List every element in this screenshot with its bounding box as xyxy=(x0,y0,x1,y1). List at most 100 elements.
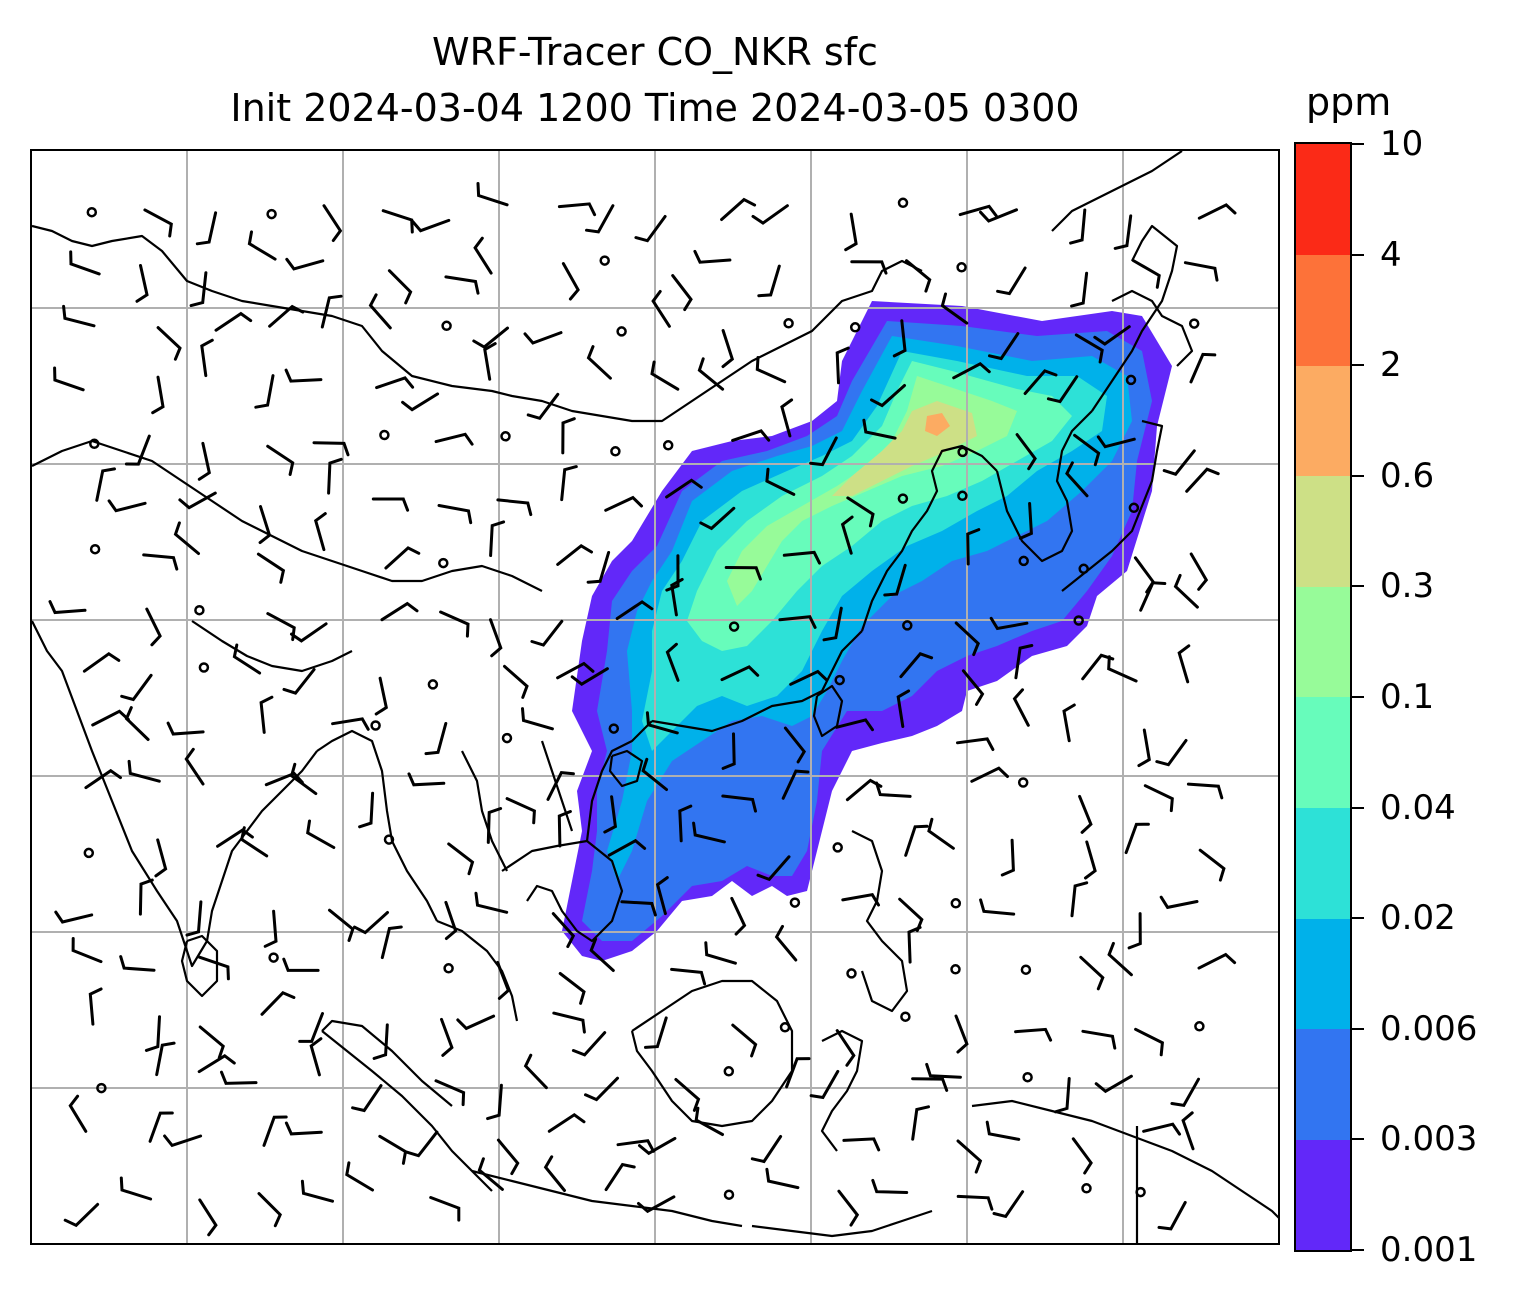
colorbar-tick-label: 0.3 xyxy=(1380,566,1435,607)
wind-barb xyxy=(615,600,654,620)
wind-barb xyxy=(1107,655,1138,683)
colorbar-tick xyxy=(1352,1249,1364,1251)
wind-barb xyxy=(1071,1137,1093,1175)
wind-barb xyxy=(290,622,328,643)
coastline-segment xyxy=(471,1169,743,1228)
wind-barb xyxy=(720,197,757,221)
wind-barb xyxy=(956,1139,983,1174)
wind-barb xyxy=(259,695,274,734)
calm-wind-marker xyxy=(1135,1186,1146,1198)
wind-barb xyxy=(434,432,474,446)
wind-barb xyxy=(721,794,757,813)
wind-barb xyxy=(655,876,669,916)
calm-wind-marker xyxy=(950,898,962,909)
calm-wind-marker xyxy=(957,446,968,458)
wind-barb xyxy=(486,1083,503,1121)
wind-barb xyxy=(474,891,509,914)
wind-barb xyxy=(561,262,580,301)
calm-wind-marker xyxy=(1073,615,1084,626)
wind-barb xyxy=(54,910,94,924)
calm-wind-marker xyxy=(616,326,627,337)
wind-barb xyxy=(185,900,203,937)
wind-barb xyxy=(505,797,536,825)
wind-barb xyxy=(898,897,924,933)
wind-barb xyxy=(1094,1074,1133,1094)
wind-barb xyxy=(496,498,533,517)
wind-barb xyxy=(651,290,671,328)
wind-barb xyxy=(1127,912,1142,950)
wind-barb xyxy=(785,1057,811,1089)
wind-barb xyxy=(1183,261,1219,282)
coastline-segment xyxy=(321,1030,493,1192)
wind-barb xyxy=(496,1138,520,1176)
wind-barb xyxy=(145,607,162,647)
wind-barb xyxy=(138,878,154,916)
colorbar-tick-label: 10 xyxy=(1380,124,1424,164)
wind-barb xyxy=(1185,467,1220,493)
coastline-segment xyxy=(461,750,508,872)
wind-barb xyxy=(1157,1201,1187,1231)
wind-barb xyxy=(489,520,506,557)
wind-barb xyxy=(384,546,421,570)
calm-wind-marker xyxy=(834,674,845,686)
wind-barb xyxy=(720,665,760,682)
wind-barb xyxy=(840,515,854,555)
wind-barb xyxy=(556,543,593,566)
colorbar-unit-label: ppm xyxy=(1306,80,1392,124)
wind-barb xyxy=(697,357,725,391)
calm-wind-marker xyxy=(610,446,621,457)
wind-barb xyxy=(1084,840,1097,880)
calm-wind-marker xyxy=(846,968,857,979)
colorbar-segment xyxy=(1296,365,1350,477)
wind-barb xyxy=(1054,1077,1071,1114)
calm-wind-marker xyxy=(789,897,801,908)
wind-barb xyxy=(309,1037,323,1077)
wind-barb xyxy=(560,465,578,502)
wind-barb xyxy=(282,668,316,695)
wind-barb xyxy=(368,293,392,330)
wind-barb xyxy=(407,772,446,787)
colorbar-segment xyxy=(1296,1028,1350,1140)
wind-barb xyxy=(952,361,991,380)
wind-barb xyxy=(1096,435,1136,449)
colorbar-tick-label: 2 xyxy=(1380,345,1402,386)
wind-barb xyxy=(1159,895,1199,910)
wind-barb xyxy=(604,495,643,512)
map-canvas xyxy=(32,151,1278,1243)
wind-barb xyxy=(925,1062,962,1079)
wind-barb xyxy=(603,795,618,834)
wind-barb xyxy=(645,711,679,735)
wind-barb xyxy=(896,689,911,728)
wind-barb xyxy=(844,212,858,252)
wind-barb xyxy=(107,499,147,513)
wind-barb xyxy=(148,1111,174,1143)
calm-wind-marker xyxy=(1022,1071,1033,1083)
colorbar-tick-label: 0.006 xyxy=(1380,1008,1478,1049)
wind-barb xyxy=(155,1041,176,1077)
wind-barb xyxy=(1142,1122,1181,1136)
wind-barb xyxy=(670,577,684,617)
wind-barb xyxy=(731,429,771,442)
calm-wind-marker xyxy=(723,1066,735,1077)
wind-barb xyxy=(257,1192,282,1228)
wind-barb xyxy=(411,218,451,233)
wind-barb xyxy=(84,768,122,790)
wind-barb xyxy=(835,1029,856,1067)
coastline-segment xyxy=(1111,289,1194,367)
wind-barb xyxy=(71,937,103,964)
wind-barb xyxy=(472,326,509,349)
calm-wind-marker xyxy=(1017,777,1029,788)
calm-wind-marker xyxy=(1188,318,1200,329)
calm-wind-marker xyxy=(1081,1183,1092,1194)
coastline-segment xyxy=(585,720,653,842)
wind-barb xyxy=(731,1023,758,1058)
chart-title-line-2: Init 2024-03-04 1200 Time 2024-03-05 030… xyxy=(230,86,1080,130)
wind-barb xyxy=(439,610,470,638)
wind-barb xyxy=(1198,848,1226,882)
wind-barb xyxy=(68,1094,88,1133)
wind-barb xyxy=(670,967,707,986)
calm-wind-marker xyxy=(662,440,674,451)
wind-barb xyxy=(358,791,375,829)
wind-barb xyxy=(547,1112,586,1133)
wind-barb xyxy=(284,368,323,383)
